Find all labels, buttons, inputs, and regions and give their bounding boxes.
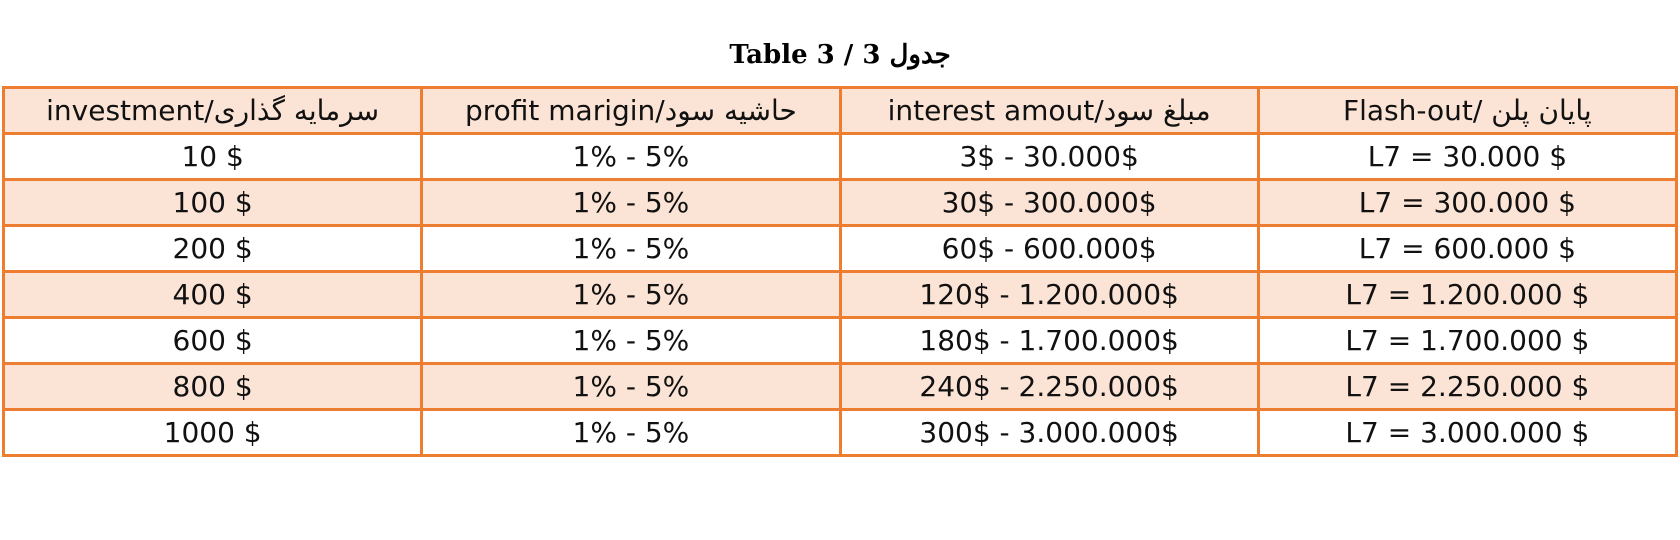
table-cell: 1% - 5%: [420, 270, 842, 319]
header-cell: profit marigin/حاشیه سود: [420, 86, 842, 135]
table-cell: 600 $: [1, 316, 424, 365]
table-row: 600 $1% - 5% 180$ - 1.700.000$ L7 = 1.700.…: [1, 316, 1679, 365]
table-cell: L7 = 2.250.000 $: [1256, 362, 1679, 411]
table-cell: 1% - 5%: [420, 132, 842, 181]
table-body: 10 $1% - 5% 3$ - 30.000$ L7 = 30.000 $100 …: [1, 132, 1679, 457]
table-row: 200 $1% - 5% 60$ - 600.000$ L7 = 600.000 $: [1, 224, 1679, 273]
table-cell: 1% - 5%: [420, 408, 842, 457]
table-cell: L7 = 1.200.000 $: [1256, 270, 1679, 319]
table-cell: L7 = 600.000 $: [1256, 224, 1679, 273]
table-cell: 300$ - 3.000.000$: [838, 408, 1260, 457]
table-cell: 30$ - 300.000$: [838, 178, 1260, 227]
table-row: 100 $1% - 5% 30$ - 300.000$ L7 = 300.000 $: [1, 178, 1679, 227]
header-cell: Flash-out/ پایان پلن: [1256, 86, 1679, 135]
table-cell: 1% - 5%: [420, 362, 842, 411]
table-cell: 1% - 5%: [420, 224, 842, 273]
table-cell: 1% - 5%: [420, 178, 842, 227]
table-row: 10 $1% - 5% 3$ - 30.000$ L7 = 30.000 $: [1, 132, 1679, 181]
table-cell: 120$ - 1.200.000$: [838, 270, 1260, 319]
table-cell: 400 $: [1, 270, 424, 319]
table-cell: L7 = 300.000 $: [1256, 178, 1679, 227]
data-table: investment/سرمایه گذاری profit marigin/حا…: [1, 86, 1679, 457]
table-cell: 1% - 5%: [420, 316, 842, 365]
table-cell: 1000 $: [1, 408, 424, 457]
table-title: Table 3 / 3 جدول: [729, 40, 951, 70]
table-cell: 800 $: [1, 362, 424, 411]
table-cell: L7 = 30.000 $: [1256, 132, 1679, 181]
table-row: 1000 $1% - 5% 300$ - 3.000.000$ L7 = 3.000…: [1, 408, 1679, 457]
table-row: 800 $1% - 5% 240$ - 2.250.000$ L7 = 2.250.…: [1, 362, 1679, 411]
table-cell: 60$ - 600.000$: [838, 224, 1260, 273]
table-cell: 180$ - 1.700.000$: [838, 316, 1260, 365]
table-cell: 3$ - 30.000$: [838, 132, 1260, 181]
table-cell: 240$ - 2.250.000$: [838, 362, 1260, 411]
table-cell: L7 = 1.700.000 $: [1256, 316, 1679, 365]
table-cell: 200 $: [1, 224, 424, 273]
header-cell: investment/سرمایه گذاری: [1, 86, 424, 135]
header-cell: interest amout/مبلغ سود: [838, 86, 1260, 135]
table-cell: 10 $: [1, 132, 424, 181]
table-row: 400 $1% - 5% 120$ - 1.200.000$ L7 = 1.200.…: [1, 270, 1679, 319]
table-cell: L7 = 3.000.000 $: [1256, 408, 1679, 457]
header-row: investment/سرمایه گذاری profit marigin/حا…: [1, 86, 1679, 135]
table-cell: 100 $: [1, 178, 424, 227]
